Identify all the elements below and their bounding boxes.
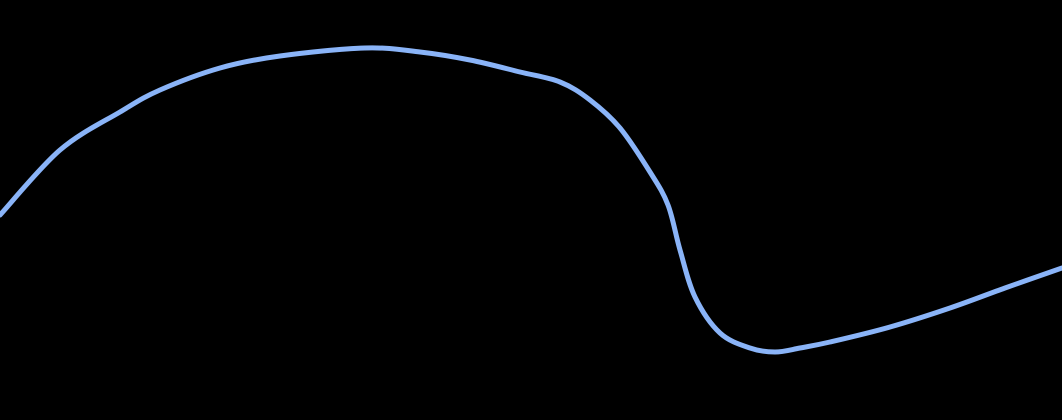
curve-line <box>0 45 1062 355</box>
